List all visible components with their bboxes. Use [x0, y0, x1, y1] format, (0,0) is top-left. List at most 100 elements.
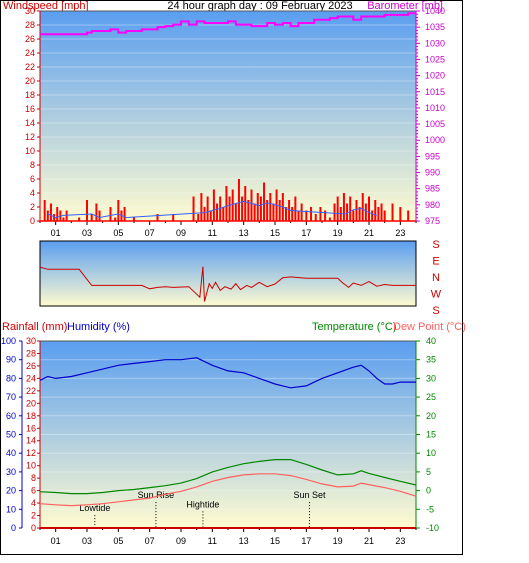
time-tick-label: 11: [208, 228, 217, 238]
direction-label: W: [431, 289, 442, 301]
humidity-label: Humidity (%): [67, 321, 130, 333]
barometer-tick-label: 1030: [425, 38, 445, 48]
rainfall-tick-label: 20: [26, 398, 36, 408]
windspeed-tick-label: 10: [25, 146, 35, 156]
humidity-tick-label: 70: [6, 392, 16, 402]
direction-plot-area: [39, 240, 417, 307]
dewpoint-line: [39, 473, 417, 507]
rainfall-tick-label: 10: [26, 461, 36, 471]
temperature-line: [39, 459, 417, 495]
rainfall-tick-label: 14: [26, 436, 36, 446]
windspeed-tick-label: 14: [25, 118, 35, 128]
windspeed-tick-label: 8: [30, 160, 35, 170]
direction-label: E: [432, 256, 439, 268]
direction-series: [39, 266, 416, 302]
time-tick-label: 15: [270, 536, 280, 546]
barometer-axis: 975 980 985 990 995 1000 1005 1010 1015 1020 1025 1…: [415, 6, 445, 226]
windspeed-tick-label: 18: [25, 90, 35, 100]
temperature-tick-label: 40: [426, 336, 436, 346]
barometer-line: [40, 12, 416, 36]
temperature-tick-label: 10: [426, 448, 436, 458]
outer-frame: [0, 0, 463, 555]
time-tick-label: 01: [51, 536, 61, 546]
humidity-tick-label: 50: [6, 430, 16, 440]
humidity-tick-label: 60: [6, 411, 16, 421]
temperature-tick-label: 5: [426, 467, 431, 477]
rainfall-label: Rainfall (mm): [2, 321, 67, 333]
windspeed-tick-label: 30: [25, 6, 35, 16]
barometer-tick-label: 1005: [425, 119, 445, 129]
time-tick-label: 11: [208, 536, 217, 546]
rainfall-tick-label: 22: [26, 386, 36, 396]
humidity-axis: 0 10 20 30 40 50 60 70 80 90 100: [1, 336, 23, 533]
barometer-tick-label: 975: [425, 216, 440, 226]
time-tick-label: 07: [145, 536, 155, 546]
barometer-tick-label: 990: [425, 168, 440, 178]
barometer-tick-label: 980: [425, 200, 440, 210]
rainfall-tick-label: 16: [26, 423, 36, 433]
time-tick-label: 09: [176, 228, 186, 238]
time-tick-label: 01: [51, 228, 61, 238]
temperature-tick-label: -10: [426, 523, 439, 533]
humidity-tick-label: 30: [6, 467, 16, 477]
windspeed-tick-label: 2: [30, 202, 35, 212]
direction-label: S: [432, 305, 439, 317]
temperature-tick-label: 0: [426, 486, 431, 496]
windspeed-tick-label: 4: [30, 188, 35, 198]
barometer-tick-label: 1015: [425, 87, 445, 97]
time-tick-label: 17: [301, 536, 311, 546]
time-tick-label: 21: [364, 536, 374, 546]
wind-series: [40, 12, 416, 222]
temperature-axis: -10 -5 0 5 10 15 20 25 30 35 40: [415, 336, 439, 533]
time-tick-label: 05: [113, 536, 123, 546]
windspeed-tick-label: 28: [25, 20, 35, 30]
time-tick-label: 23: [395, 228, 405, 238]
windspeed-tick-label: 6: [30, 174, 35, 184]
barometer-tick-label: 1025: [425, 54, 445, 64]
time-tick-label: 07: [145, 228, 155, 238]
windspeed-tick-label: 16: [25, 104, 35, 114]
annotation-label: Hightide: [186, 499, 219, 509]
barometer-tick-label: 1035: [425, 22, 445, 32]
barometer-tick-label: 1000: [425, 135, 445, 145]
humidity-tick-label: 10: [6, 504, 16, 514]
time-tick-label: 23: [395, 536, 405, 546]
rainfall-tick-label: 0: [31, 523, 36, 533]
time-tick-label: 19: [333, 536, 343, 546]
windspeed-tick-label: 20: [25, 76, 35, 86]
humidity-tick-label: 20: [6, 486, 16, 496]
direction-label: S: [432, 239, 439, 251]
wind-average-line: [47, 200, 377, 219]
time-tick-label: 03: [82, 228, 92, 238]
wind-plot-area: [39, 10, 417, 222]
tide-sun-annotations: Lowtide Sun Rise Hightide Sun Set: [79, 490, 326, 528]
time-tick-label: 03: [82, 536, 92, 546]
wind-grid: [40, 10, 416, 222]
rainfall-tick-label: 28: [26, 348, 36, 358]
wind-direction-line: [39, 266, 416, 302]
annotation-label: Sun Set: [293, 490, 326, 500]
dewpoint-label: Dew Point (°C): [393, 321, 466, 333]
temp-plot-area: [39, 340, 417, 529]
temperature-label: Temperature (°C): [312, 321, 396, 333]
time-tick-label: 13: [239, 536, 249, 546]
windspeed-label: Windspeed [mph]: [3, 0, 89, 12]
barometer-tick-label: 1020: [425, 71, 445, 81]
humidity-tick-label: 40: [6, 448, 16, 458]
humidity-tick-label: 90: [6, 355, 16, 365]
rainfall-tick-label: 8: [31, 473, 36, 483]
direction-label: N: [432, 272, 440, 284]
graph-title: 24 hour graph day : 09 February 2023: [167, 0, 352, 12]
annotation-label: Sun Rise: [138, 490, 175, 500]
rainfall-tick-label: 2: [31, 511, 36, 521]
wind-time-axis: 01 03 05 07 09 11 13 15 17 19 21 23: [39, 221, 417, 238]
rainfall-tick-label: 26: [26, 361, 36, 371]
time-tick-label: 15: [270, 228, 280, 238]
temperature-tick-label: 15: [426, 430, 436, 440]
